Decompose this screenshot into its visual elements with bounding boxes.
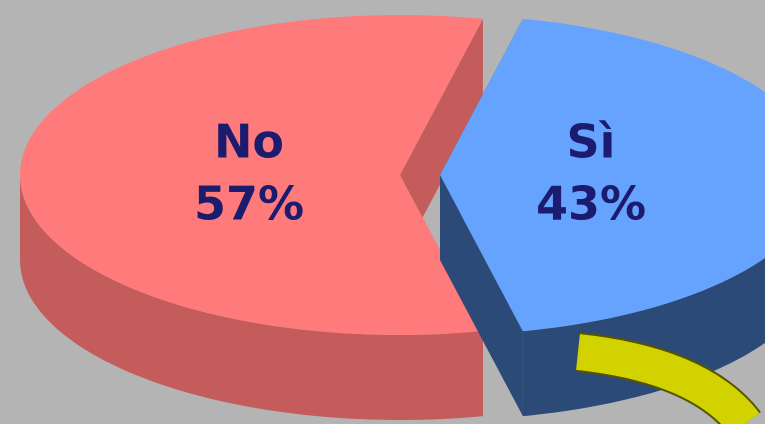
slice-top: [440, 18, 765, 332]
slice-category-label: No: [214, 115, 284, 169]
slice-cut-face: [440, 175, 523, 417]
pie-slice: [20, 15, 483, 420]
slice-side: [20, 175, 483, 420]
slice-value-label: 43%: [536, 177, 646, 231]
slice-value-label: 57%: [194, 177, 304, 231]
slice-top: [20, 15, 483, 335]
slice-side: [522, 257, 765, 417]
slice-category-label: Sì: [567, 115, 616, 169]
pie-slice: [440, 18, 765, 417]
slice-cut-face: [400, 18, 483, 260]
decoration-arc: [576, 334, 760, 424]
